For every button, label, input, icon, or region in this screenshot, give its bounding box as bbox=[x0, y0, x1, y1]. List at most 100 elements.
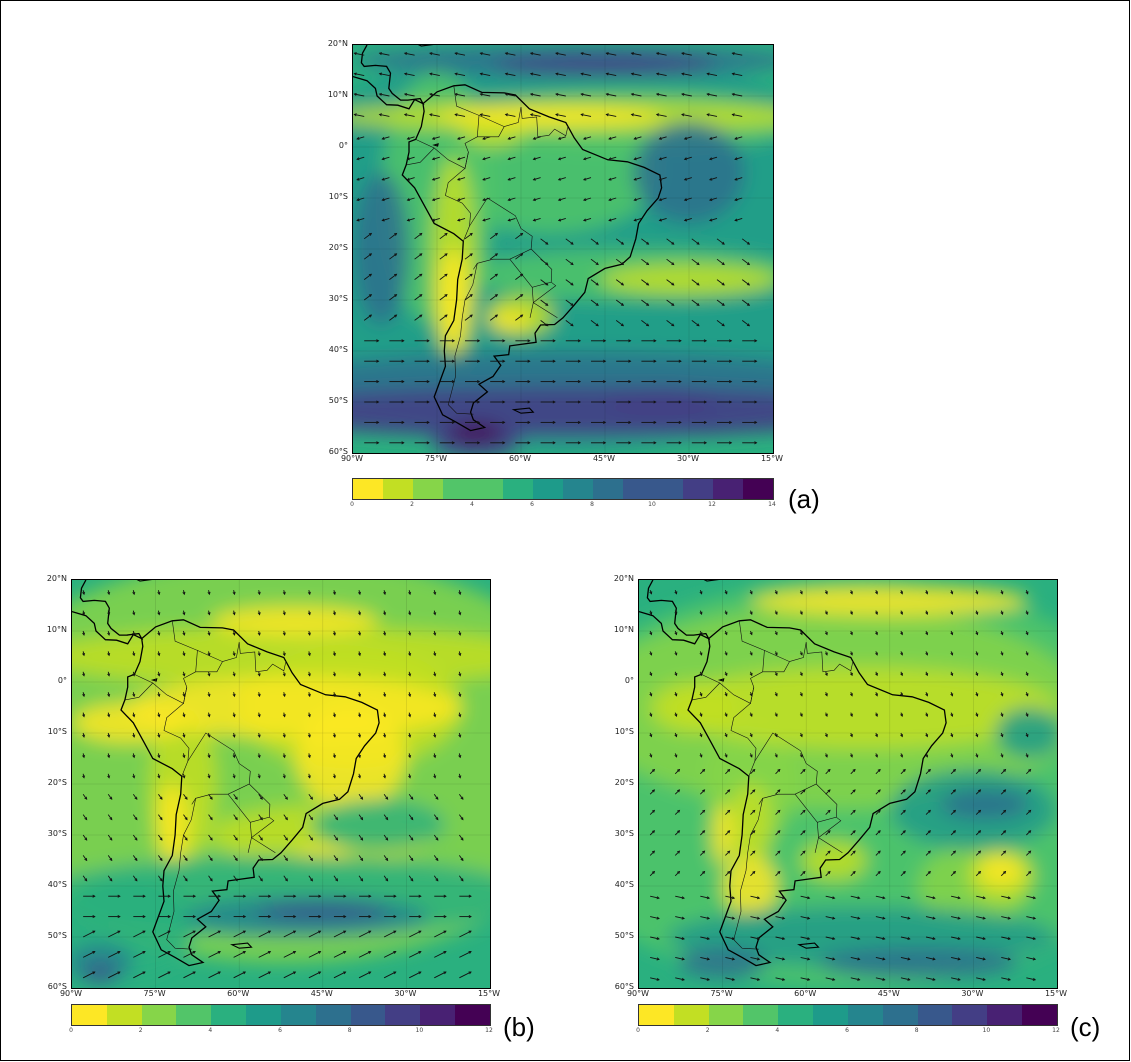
colorbar-swatch bbox=[315, 1005, 351, 1025]
wind-arrow-head bbox=[628, 400, 632, 404]
wind-arrow-head bbox=[477, 380, 481, 384]
wind-arrow bbox=[480, 73, 491, 77]
wind-arrow bbox=[407, 156, 415, 160]
wind-arrow-head bbox=[678, 420, 682, 424]
wind-arrow-head bbox=[209, 857, 213, 862]
wind-arrow-head bbox=[433, 754, 437, 759]
wind-arrow-head bbox=[1007, 957, 1011, 961]
wind-arrow-head bbox=[192, 915, 197, 919]
wind-arrow-head bbox=[307, 673, 311, 677]
wind-arrow bbox=[634, 217, 642, 221]
wind-arrow bbox=[699, 809, 705, 815]
wind-arrow-head bbox=[857, 957, 861, 961]
wind-arrow bbox=[900, 830, 906, 836]
wind-arrow bbox=[656, 52, 667, 56]
wind-arrow bbox=[82, 930, 96, 938]
wind-arrow-head bbox=[142, 930, 146, 934]
wind-arrow-head bbox=[1007, 977, 1011, 981]
colorbar-swatch bbox=[882, 1005, 918, 1025]
wind-arrow bbox=[407, 217, 415, 221]
wind-arrow-head bbox=[900, 713, 904, 717]
latitude-tick-label: 30°S bbox=[328, 294, 348, 303]
wind-arrow bbox=[457, 156, 466, 160]
wind-arrow bbox=[408, 834, 414, 841]
country-border bbox=[533, 302, 558, 319]
wind-arrow-head bbox=[318, 915, 322, 919]
wind-arrow-head bbox=[82, 591, 86, 596]
colorbar-swatch bbox=[176, 1005, 212, 1025]
wind-arrow bbox=[590, 299, 599, 306]
wind-arrow-head bbox=[406, 218, 410, 222]
wind-arrow-head bbox=[555, 52, 559, 56]
wind-arrow bbox=[233, 930, 246, 938]
wind-arrow bbox=[208, 875, 213, 882]
wind-arrow bbox=[558, 177, 566, 181]
colorbar-swatch bbox=[211, 1005, 247, 1025]
colorbar-swatch bbox=[623, 479, 653, 499]
wind-arrow-head bbox=[696, 262, 700, 266]
wind-arrow-head bbox=[157, 775, 161, 779]
wind-arrow-head bbox=[458, 734, 462, 738]
wind-arrow-head bbox=[655, 92, 660, 96]
wind-arrow-head bbox=[408, 693, 412, 698]
wind-arrow bbox=[659, 136, 667, 140]
wind-arrow bbox=[741, 320, 750, 327]
wind-arrow-head bbox=[335, 817, 339, 821]
wind-arrow-head bbox=[292, 971, 297, 975]
wind-arrow-head bbox=[557, 136, 562, 140]
wind-arrow bbox=[775, 895, 785, 899]
wind-arrow-head bbox=[875, 713, 878, 717]
speed-band bbox=[211, 605, 379, 637]
wind-arrow-head bbox=[932, 957, 936, 961]
wind-arrow bbox=[558, 217, 566, 221]
wind-arrow bbox=[775, 916, 785, 920]
wind-arrow-head bbox=[527, 441, 531, 445]
wind-arrow-head bbox=[257, 775, 261, 779]
latitude-tick-label: 0° bbox=[57, 676, 67, 685]
wind-vectors bbox=[649, 590, 1037, 981]
wind-arrow bbox=[684, 156, 692, 160]
wind-arrow bbox=[183, 951, 196, 958]
wind-arrow-head bbox=[671, 262, 675, 266]
wind-arrow-head bbox=[671, 282, 675, 286]
wind-arrow-head bbox=[444, 273, 448, 277]
wind-arrow bbox=[631, 52, 642, 56]
wind-arrow-head bbox=[257, 714, 261, 718]
wind-arrow bbox=[82, 971, 96, 979]
wind-arrow-head bbox=[681, 52, 685, 56]
wind-arrow bbox=[433, 793, 439, 800]
wind-arrow-head bbox=[426, 420, 430, 424]
wind-arrow bbox=[408, 875, 414, 882]
wind-arrow-head bbox=[184, 878, 188, 882]
wind-arrow-head bbox=[734, 136, 738, 140]
wind-arrow-head bbox=[646, 323, 650, 327]
wind-arrow-head bbox=[433, 775, 437, 779]
wind-speed-map-b bbox=[71, 579, 491, 989]
colorbar-tick-label: 10 bbox=[982, 1027, 991, 1034]
wind-arrow bbox=[132, 834, 138, 841]
wind-arrow bbox=[356, 217, 365, 221]
wind-arrow-head bbox=[529, 113, 534, 117]
speed-band bbox=[939, 789, 1030, 820]
wind-arrow bbox=[132, 875, 138, 882]
longitude-tick-label: 30°W bbox=[676, 454, 700, 463]
wind-arrow-head bbox=[671, 323, 675, 327]
wind-arrow-head bbox=[318, 894, 322, 898]
wind-arrow bbox=[533, 197, 541, 201]
country-border bbox=[691, 682, 721, 701]
wind-arrow-head bbox=[907, 896, 911, 900]
wind-arrow-head bbox=[749, 693, 753, 697]
wind-arrow-head bbox=[595, 323, 599, 327]
wind-arrow-head bbox=[902, 789, 906, 793]
wind-arrow-head bbox=[696, 241, 700, 245]
wind-arrow bbox=[583, 177, 592, 181]
wind-arrow-head bbox=[357, 591, 362, 596]
longitude-tick-label: 90°W bbox=[626, 989, 650, 998]
wind-arrow-head bbox=[545, 241, 549, 245]
latitude-tick-label: 30°S bbox=[47, 829, 67, 838]
island-coastline bbox=[717, 678, 725, 682]
wind-arrow-head bbox=[335, 878, 339, 882]
wind-arrow-head bbox=[502, 380, 506, 384]
colorbar-swatch bbox=[713, 479, 743, 499]
wind-arrow-head bbox=[678, 380, 682, 384]
